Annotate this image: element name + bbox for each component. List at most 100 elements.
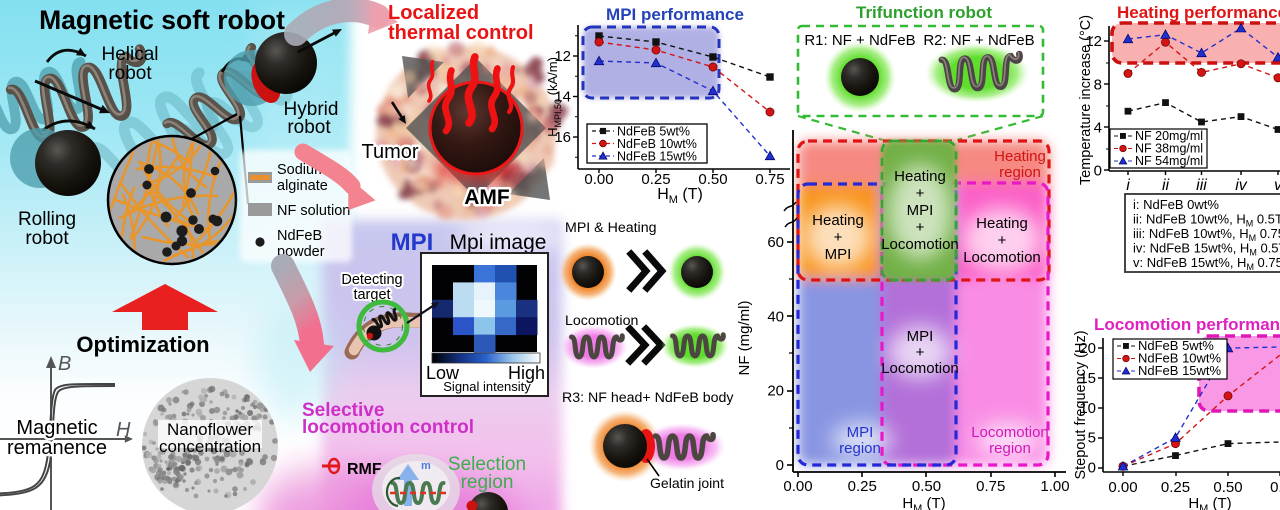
svg-text:0.75: 0.75 [755,171,784,188]
svg-text:Nanoflower: Nanoflower [167,420,253,439]
svg-text:region: region [999,164,1041,181]
svg-text:Localized: Localized [388,2,479,24]
svg-text:0.75: 0.75 [976,478,1005,495]
svg-text:H: H [116,419,131,441]
svg-text:Low: Low [426,363,460,383]
svg-text:iii: iii [1196,177,1207,194]
svg-text:NdFeB 5wt%: NdFeB 5wt% [617,125,690,139]
svg-text:0.25: 0.25 [848,478,877,495]
svg-text:NdFeB: NdFeB [277,228,322,244]
svg-text:Optimization: Optimization [76,332,209,357]
svg-text:NdFeB 10wt%: NdFeB 10wt% [617,137,697,151]
svg-text:+: + [998,232,1007,249]
svg-text:Heating: Heating [994,148,1046,165]
svg-text:Heating: Heating [894,168,946,185]
svg-text:HM (T): HM (T) [1188,495,1231,510]
svg-text:AMF: AMF [464,186,510,209]
svg-text:Heating: Heating [976,215,1028,232]
svg-text:0.00: 0.00 [584,171,613,188]
svg-text:NF (mg/ml): NF (mg/ml) [736,301,753,376]
svg-text:Tumor: Tumor [361,141,418,163]
svg-text:MPI performance: MPI performance [606,5,744,24]
svg-text:remanence: remanence [7,437,107,459]
svg-text:Locomotion: Locomotion [881,360,959,377]
svg-text:alginate: alginate [277,178,328,194]
svg-text:Gelatin joint: Gelatin joint [650,475,724,491]
svg-text:Signal intensity: Signal intensity [443,379,531,394]
svg-text:Temperature increase (°C): Temperature increase (°C) [1078,15,1094,185]
svg-text:MPI: MPI [907,202,934,219]
svg-text:NF 20mg/ml: NF 20mg/ml [1135,129,1203,143]
svg-text:MPI: MPI [907,328,934,345]
svg-text:20: 20 [767,383,784,400]
svg-text:Stepout frequency (Hz): Stepout frequency (Hz) [1073,330,1089,479]
svg-text:12: 12 [554,48,571,65]
svg-text:NdFeB 15wt%: NdFeB 15wt% [1138,363,1222,378]
svg-text:MPI: MPI [825,246,852,263]
svg-text:MPI & Heating: MPI & Heating [565,220,656,236]
svg-text:Locomotion: Locomotion [565,313,638,329]
svg-text:0.25: 0.25 [1161,479,1190,496]
svg-text:0: 0 [1088,460,1096,477]
svg-text:0.50: 0.50 [1213,479,1242,496]
svg-text:+: + [916,344,925,361]
svg-text:5: 5 [1088,430,1096,447]
svg-text:HM (T): HM (T) [902,495,945,510]
svg-text:NF 38mg/ml: NF 38mg/ml [1135,142,1203,156]
svg-text:Locomotion: Locomotion [881,236,959,253]
svg-text:NdFeB 5wt%: NdFeB 5wt% [1138,338,1214,353]
svg-text:40: 40 [767,308,784,325]
svg-text:m: m [421,460,431,472]
svg-text:0.25: 0.25 [641,171,670,188]
svg-text:0: 0 [776,457,784,474]
svg-text:0.50: 0.50 [698,171,727,188]
svg-text:Mpi image: Mpi image [450,231,547,254]
svg-text:thermal control: thermal control [388,22,534,44]
svg-text:HM (T): HM (T) [657,186,703,206]
svg-text:R3: NF head+ NdFeB body: R3: NF head+ NdFeB body [562,390,734,406]
svg-text:region: region [461,472,514,493]
svg-text:Magnetic: Magnetic [16,417,97,439]
svg-text:+: + [916,185,925,202]
svg-text:0.00: 0.00 [1108,479,1137,496]
svg-text:12: 12 [1085,33,1102,50]
svg-text:robot: robot [25,228,69,249]
svg-text:Helical: Helical [101,44,158,65]
svg-text:iv: NdFeB 15wt%, HM 0.5T: iv: NdFeB 15wt%, HM 0.5T [1133,241,1280,258]
svg-text:NdFeB 15wt%: NdFeB 15wt% [617,150,697,164]
svg-text:concentration: concentration [159,437,261,456]
svg-text:16: 16 [554,129,571,146]
svg-text:region: region [839,440,881,457]
svg-text:4: 4 [1094,119,1102,136]
svg-text:NdFeB 10wt%: NdFeB 10wt% [1138,351,1222,366]
svg-text:15: 15 [1079,370,1096,387]
svg-text:14: 14 [554,89,571,106]
svg-text:Heating performance: Heating performance [1117,3,1280,22]
svg-text:B: B [58,353,71,375]
svg-text:10: 10 [1079,400,1096,417]
svg-text:i: NdFeB 0wt%: i: NdFeB 0wt% [1133,197,1219,212]
svg-text:High: High [508,363,545,383]
svg-text:ii: ii [1162,177,1170,194]
svg-text:0.7: 0.7 [1270,479,1280,496]
svg-text:Selective: Selective [302,400,384,421]
svg-text:MPI: MPI [391,229,434,256]
svg-text:Heating: Heating [812,212,864,229]
svg-text:Selection: Selection [448,454,526,475]
svg-text:Hybrid: Hybrid [284,99,339,120]
svg-text:20: 20 [1079,340,1096,357]
svg-text:locomotion control: locomotion control [302,417,474,438]
svg-text:Locomotion: Locomotion [963,249,1041,266]
svg-text:0.50: 0.50 [912,478,941,495]
svg-text:iii: NdFeB 10wt%, HM 0.75T: iii: NdFeB 10wt%, HM 0.75T [1133,226,1280,243]
svg-text:ii: NdFeB 10wt%, HM 0.5T: ii: NdFeB 10wt%, HM 0.5T [1133,212,1280,229]
svg-text:R1: NF + NdFeB: R1: NF + NdFeB [804,32,915,49]
svg-text:60: 60 [767,234,784,251]
svg-text:Rolling: Rolling [18,209,76,230]
svg-text:0.00: 0.00 [783,478,812,495]
svg-text:Magnetic soft robot: Magnetic soft robot [39,5,285,35]
svg-text:robot: robot [108,63,152,84]
svg-text:region: region [989,440,1031,457]
svg-text:R2: NF + NdFeB: R2: NF + NdFeB [923,32,1034,49]
svg-text:1.00: 1.00 [1040,478,1069,495]
